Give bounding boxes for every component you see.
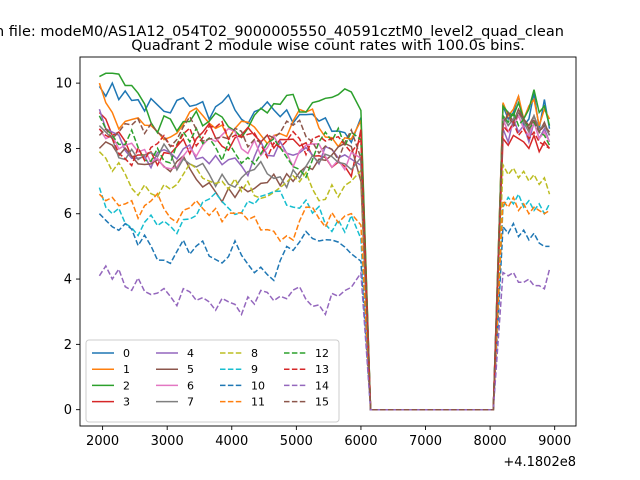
legend-box [85, 339, 340, 423]
x-tick-label: 2000 [86, 434, 119, 449]
legend-label-8: 8 [251, 347, 258, 360]
series-line-5 [98, 107, 551, 411]
y-tick-label: 2 [64, 338, 72, 353]
x-tick-label: 6000 [344, 434, 377, 449]
x-tick-label: 8000 [474, 434, 507, 449]
chart-title: Quadrant 2 module wise count rates with … [131, 38, 525, 54]
legend-label-11: 11 [251, 396, 265, 409]
y-tick-label: 6 [64, 207, 72, 222]
legend-label-7: 7 [187, 396, 194, 409]
series-line-4 [98, 108, 551, 411]
legend-label-12: 12 [315, 347, 329, 360]
legend-label-0: 0 [123, 347, 130, 360]
series-line-12 [98, 110, 551, 411]
series-line-14 [98, 264, 551, 411]
figure-suptitle: n file: modeM0/AS1A12_054T02_9000005550_… [0, 24, 564, 40]
series-line-10 [98, 213, 550, 411]
x-tick-label: 4000 [215, 434, 248, 449]
legend-label-1: 1 [123, 363, 130, 376]
series-line-13 [98, 120, 550, 411]
y-tick-label: 4 [64, 273, 72, 288]
legend-label-2: 2 [123, 379, 130, 392]
x-tick-label: 7000 [409, 434, 442, 449]
x-tick-label: 9000 [538, 434, 571, 449]
x-tick-label: 3000 [151, 434, 184, 449]
legend-label-5: 5 [187, 363, 194, 376]
legend-label-13: 13 [315, 363, 329, 376]
axes-frame [79, 56, 577, 427]
legend-label-4: 4 [187, 347, 194, 360]
series-line-11 [98, 192, 550, 411]
y-tick-label: 10 [55, 77, 72, 92]
legend-label-3: 3 [123, 396, 130, 409]
x-tick-label: 5000 [280, 434, 313, 449]
legend-label-9: 9 [251, 363, 258, 376]
y-tick-label: 8 [64, 142, 72, 157]
y-tick-label: 0 [64, 403, 72, 418]
series-line-15 [98, 111, 551, 411]
series-line-6 [98, 114, 551, 411]
series-line-0 [98, 81, 551, 411]
x-offset-label: +4.1802e8 [503, 455, 576, 470]
legend-label-10: 10 [251, 379, 265, 392]
legend-label-14: 14 [315, 379, 329, 392]
legend-label-6: 6 [187, 379, 194, 392]
legend-label-15: 15 [315, 396, 329, 409]
